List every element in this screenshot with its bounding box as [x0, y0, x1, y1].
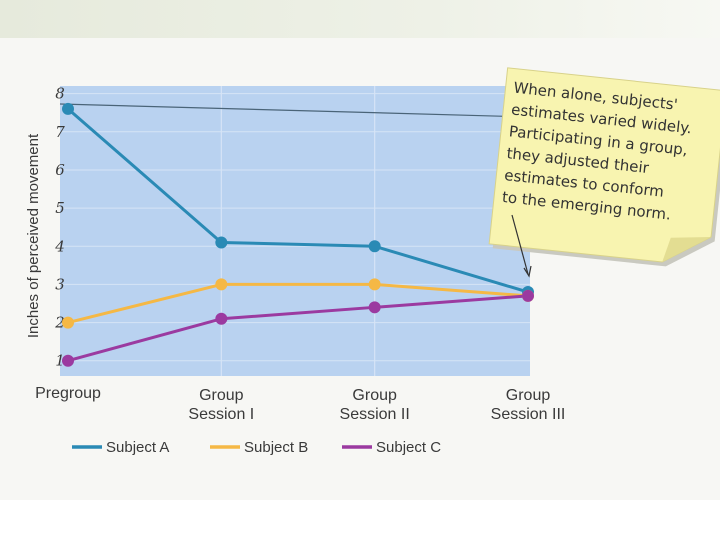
- bottom-band: [0, 500, 720, 540]
- subject-a-point: [368, 240, 381, 253]
- subject-c-point: [62, 354, 74, 367]
- y-tick-label: 5: [55, 199, 65, 217]
- x-category-label: Group: [199, 387, 244, 404]
- subject-c-point: [368, 301, 381, 314]
- x-category-label: Session I: [188, 406, 254, 423]
- subject-a-line: [67, 107, 529, 294]
- subject-b-point: [215, 278, 228, 291]
- annotation-arrowhead: [523, 265, 532, 278]
- x-axis-labels: Pregroup Group Session I Group Session II Gro…: [35, 385, 565, 423]
- x-category-label: Group: [352, 387, 397, 404]
- annotation-note: When alone, subjects'estimates varied wi…: [488, 67, 720, 267]
- plot-top-border: [59, 103, 531, 118]
- subject-b-line: [67, 282, 529, 325]
- y-tick-label: 1: [55, 352, 65, 370]
- y-tick-label: 2: [54, 314, 65, 332]
- y-tick-label: 7: [55, 123, 65, 141]
- subject-c-line: [67, 294, 529, 363]
- grid-lines: [60, 86, 530, 376]
- subject-b-point: [368, 278, 381, 291]
- subject-a-point: [215, 236, 228, 249]
- legend: Subject A Subject B Subject C: [72, 439, 441, 456]
- x-category-label: Session II: [340, 406, 410, 423]
- subject-c-point: [215, 312, 228, 325]
- top-band: [0, 0, 720, 38]
- x-category-label: Pregroup: [35, 385, 101, 402]
- subject-c-point: [522, 289, 534, 302]
- y-tick-label: 8: [55, 85, 65, 103]
- subject-a-legend-label: Subject A: [106, 439, 169, 456]
- y-tick-label: 6: [55, 161, 65, 179]
- subject-a-point: [62, 102, 74, 115]
- series-lines: [67, 107, 529, 363]
- y-axis-title: Inches of perceived movement: [25, 133, 42, 338]
- x-category-label: Session III: [491, 406, 566, 423]
- subject-b-point: [62, 316, 74, 329]
- annotation-arrow: [511, 214, 529, 275]
- subject-b-legend-label: Subject B: [244, 439, 308, 456]
- y-tick-label: 3: [55, 275, 65, 293]
- y-tick-label: 4: [54, 237, 65, 255]
- x-category-label: Group: [506, 387, 551, 404]
- subject-c-legend-label: Subject C: [376, 439, 441, 456]
- plot-area: [60, 86, 530, 376]
- note-curl: [662, 237, 712, 263]
- y-axis-ticks: 1 2 3 4 5 6 7 8: [54, 85, 65, 370]
- series-points: [62, 102, 534, 367]
